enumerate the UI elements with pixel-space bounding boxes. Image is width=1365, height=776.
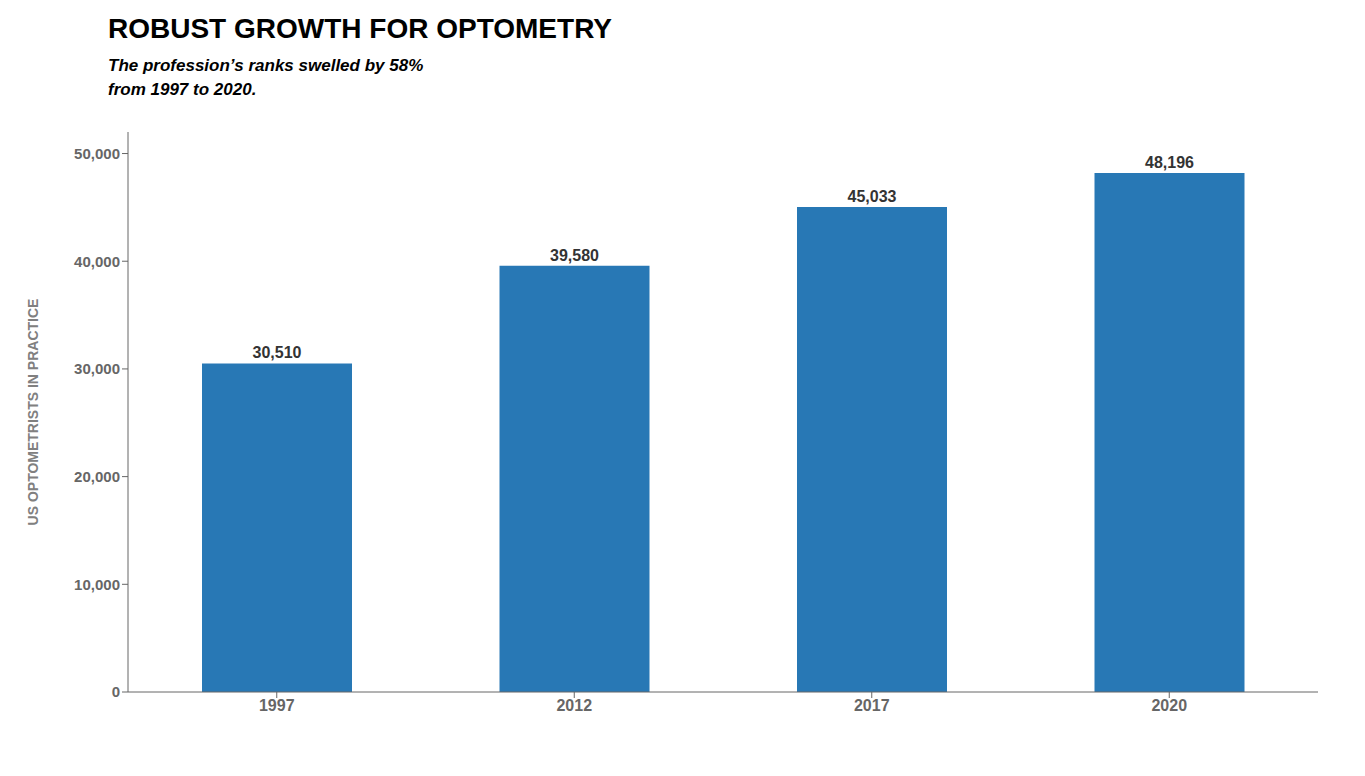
svg-text:2012: 2012 [556, 697, 592, 714]
svg-text:39,580: 39,580 [550, 247, 599, 264]
svg-text:10,000: 10,000 [74, 576, 120, 593]
svg-text:0: 0 [112, 683, 120, 700]
html-text:The profession’s ranks swelled: The profession’s ranks swelled by 58% [108, 56, 424, 75]
svg-text:2017: 2017 [854, 697, 890, 714]
svg-text:40,000: 40,000 [74, 253, 120, 270]
svg-text:2020: 2020 [1151, 697, 1187, 714]
svg-text:1997: 1997 [259, 697, 295, 714]
svg-text:50,000: 50,000 [74, 145, 120, 162]
html-text:ROBUST GROWTH FOR OPTOMETRY: ROBUST GROWTH FOR OPTOMETRY [108, 13, 612, 44]
svg-text:45,033: 45,033 [848, 188, 897, 205]
svg-text:48,196: 48,196 [1145, 154, 1194, 171]
svg-text:30,510: 30,510 [253, 344, 302, 361]
svg-text:30,000: 30,000 [74, 360, 120, 377]
svg-text:20,000: 20,000 [74, 468, 120, 485]
html-text:from 1997 to 2020.: from 1997 to 2020. [108, 80, 257, 99]
svg-text:US OPTOMETRISTS IN PRACTICE: US OPTOMETRISTS IN PRACTICE [25, 299, 41, 526]
